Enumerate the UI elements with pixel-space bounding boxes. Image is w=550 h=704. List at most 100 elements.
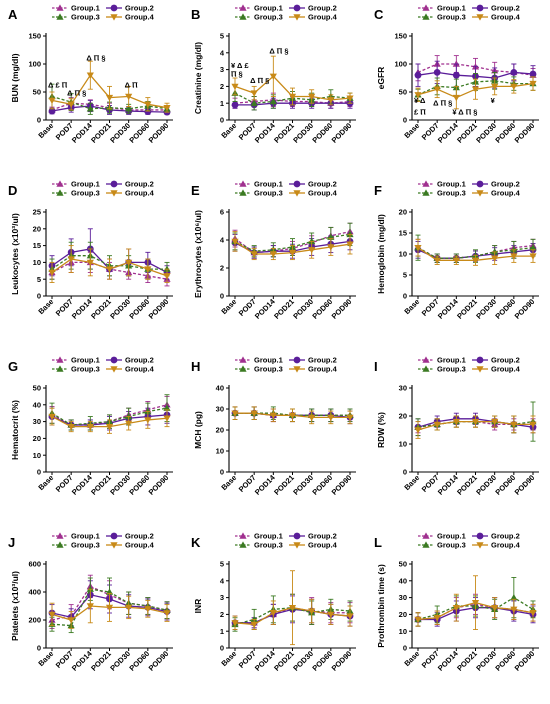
data-point — [269, 97, 277, 105]
legend-marker — [293, 356, 301, 364]
y-axis-label: Hematocrit (%) — [10, 400, 20, 460]
legend-item: Group.4 — [472, 189, 521, 198]
legend-label: Group.1 — [437, 356, 466, 365]
legend-marker — [110, 4, 118, 12]
legend-label: Group.3 — [71, 189, 100, 198]
x-tick-label: POD21 — [89, 649, 113, 673]
legend-item: Group.3 — [418, 365, 466, 374]
x-tick-label: POD90 — [147, 473, 171, 497]
y-tick-label: 0 — [37, 292, 41, 301]
data-point — [414, 427, 422, 434]
legend-marker — [56, 532, 64, 539]
legend-label: Group.3 — [71, 541, 100, 550]
legend-item: Group.1 — [235, 532, 283, 541]
data-point — [452, 94, 460, 102]
y-tick-label: 0 — [37, 644, 41, 653]
legend-item: Group.4 — [472, 541, 521, 550]
data-point — [163, 404, 171, 411]
legend-label: Group.2 — [125, 532, 154, 541]
x-tick-label: POD60 — [310, 649, 334, 673]
panel-letter: A — [8, 7, 18, 22]
y-axis-label: Prothrombin time (s) — [376, 564, 386, 648]
legend-item: Group.3 — [235, 541, 283, 550]
data-point — [125, 93, 133, 101]
data-point — [67, 256, 75, 263]
x-tick-label: POD30 — [474, 649, 498, 673]
legend-marker — [422, 13, 430, 20]
y-tick-label: 150 — [394, 32, 407, 41]
legend-item: Group.3 — [418, 541, 466, 550]
data-point — [288, 93, 297, 101]
legend-marker — [422, 356, 430, 363]
x-tick-label: POD60 — [310, 473, 334, 497]
legend-item: Group.4 — [289, 189, 338, 198]
y-axis-label: BUN (mg/dl) — [10, 53, 20, 102]
data-point — [250, 410, 258, 417]
data-point — [346, 241, 354, 248]
data-point — [414, 245, 422, 252]
x-tick-label: POD21 — [89, 121, 113, 145]
y-axis-label: MCH (pg) — [193, 411, 203, 449]
significance-annotation: £ Ⲡ — [414, 107, 426, 116]
x-tick-label: POD21 — [272, 297, 296, 321]
legend-marker — [110, 14, 118, 21]
legend-item: Group.4 — [106, 541, 155, 550]
data-point — [105, 604, 114, 611]
data-point — [250, 99, 258, 106]
legend-label: Group.4 — [308, 189, 338, 198]
x-tick-label: POD90 — [330, 121, 354, 145]
legend-marker — [56, 180, 64, 187]
legend-marker — [476, 542, 484, 549]
y-tick-label: 600 — [28, 560, 41, 569]
legend-label: Group.3 — [437, 541, 466, 550]
panel-letter: H — [191, 359, 200, 374]
legend-marker — [422, 4, 430, 11]
legend-marker — [293, 14, 301, 21]
panel-letter: L — [374, 535, 382, 550]
data-point — [231, 620, 239, 627]
data-point — [48, 107, 56, 115]
significance-annotation: ¥ Δ £ — [231, 61, 249, 70]
legend-item: Group.4 — [106, 13, 155, 22]
data-point — [529, 610, 537, 617]
legend-marker — [56, 541, 64, 548]
series-group-4 — [231, 231, 354, 261]
legend-item: Group.2 — [472, 532, 520, 541]
legend-label: Group.4 — [125, 13, 155, 22]
legend-marker — [239, 356, 247, 363]
legend-item: Group.1 — [52, 180, 100, 189]
y-tick-label: 1 — [220, 99, 224, 108]
y-axis-label: eGFR — [376, 67, 386, 90]
legend-marker — [476, 356, 484, 364]
legend-marker — [110, 180, 118, 188]
y-tick-label: 20 — [216, 426, 224, 435]
y-axis-label: Erythrocytes (x10⁶/ul) — [193, 210, 203, 298]
legend-label: Group.4 — [308, 541, 338, 550]
data-point — [529, 421, 537, 428]
legend-label: Group.2 — [491, 4, 520, 13]
y-tick-label: 100 — [394, 60, 407, 69]
data-point — [269, 73, 277, 80]
x-tick-label: POD90 — [513, 649, 537, 673]
x-tick-label: POD60 — [127, 121, 151, 145]
legend-item: Group.4 — [472, 13, 521, 22]
data-point — [433, 69, 441, 76]
y-tick-label: 4 — [220, 236, 225, 245]
significance-annotation: Δ Ⲡ § — [86, 54, 105, 63]
legend-item: Group.3 — [52, 13, 100, 22]
x-tick-label: POD21 — [455, 121, 479, 145]
data-point — [144, 266, 152, 273]
data-point — [433, 257, 441, 264]
data-point — [491, 418, 499, 426]
y-tick-label: 20 — [399, 610, 407, 619]
x-tick-label: POD21 — [89, 297, 113, 321]
x-tick-label: POD90 — [513, 473, 537, 497]
legend-marker — [476, 190, 484, 197]
legend-item: Group.2 — [472, 4, 520, 13]
legend-marker — [239, 365, 247, 372]
x-tick-label: POD21 — [89, 473, 113, 497]
